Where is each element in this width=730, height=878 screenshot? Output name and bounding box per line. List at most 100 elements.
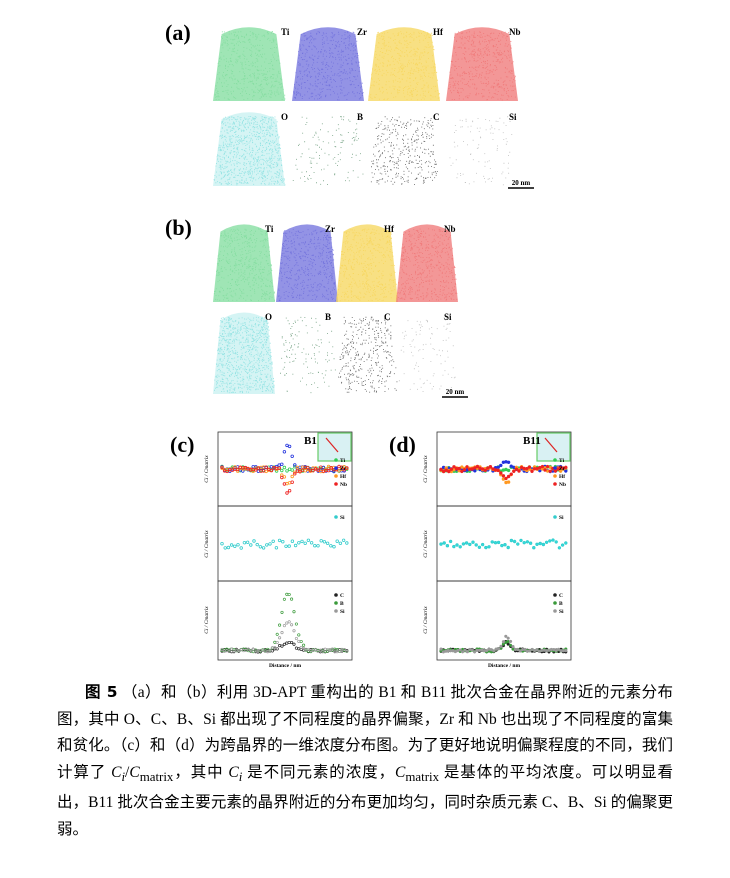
legend-marker <box>553 593 557 597</box>
caption-text: / <box>125 763 130 781</box>
profile-illustration <box>439 634 568 654</box>
sample-label: B11 <box>523 435 541 447</box>
inset-arrow <box>325 437 339 453</box>
reconstruction-volume <box>396 224 458 302</box>
legend-label: Ti <box>340 458 346 464</box>
legend-marker <box>553 466 557 470</box>
legend-label: Si <box>340 515 345 521</box>
legend-label: Zr <box>340 466 347 472</box>
caption-text: matrix <box>139 768 174 784</box>
legend-marker <box>553 609 557 613</box>
y-axis-label: Ci / Cmatrix <box>204 606 210 634</box>
caption-text: i <box>121 768 126 784</box>
legend-marker <box>334 466 338 470</box>
atom-speckle <box>213 116 286 186</box>
legend-marker <box>334 593 338 597</box>
caption-text: 是不同元素的浓度， <box>242 763 396 781</box>
label: C <box>384 312 391 322</box>
label: Nb <box>444 224 456 234</box>
label: Hf <box>433 27 444 37</box>
legend-marker <box>334 474 338 478</box>
caption-text: matrix <box>405 768 440 784</box>
legend-label: Hf <box>340 474 346 480</box>
atom-speckle <box>214 316 275 394</box>
atom-speckle <box>370 116 438 185</box>
label: C <box>433 112 440 122</box>
label: (c) <box>170 432 194 457</box>
atom-speckle <box>448 31 516 101</box>
caption-text: ，其中 <box>173 763 229 781</box>
legend-label: C <box>559 593 563 599</box>
legend-marker <box>553 601 557 605</box>
atom-speckle <box>368 31 440 101</box>
plot-frame <box>217 580 353 661</box>
label: (b) <box>165 215 192 240</box>
y-axis-label: Ci / Cmatrix <box>204 530 210 558</box>
legend-marker <box>553 515 557 519</box>
y-axis-label: Ci / Cmatrix <box>204 455 210 483</box>
legend-marker <box>553 482 557 486</box>
label: Zr <box>325 224 335 234</box>
legend-marker <box>334 458 338 462</box>
legend-label: C <box>340 593 344 599</box>
atom-speckle <box>336 228 398 302</box>
caption-text: C <box>111 763 122 781</box>
reconstruction-volume <box>276 313 338 394</box>
profile-illustration <box>220 620 349 654</box>
profile-illustration <box>220 464 349 495</box>
profile-illustration <box>220 592 349 654</box>
legend-label: B <box>559 601 563 607</box>
label: Si <box>509 112 517 122</box>
caption-text: C <box>129 763 140 781</box>
legend-marker <box>334 609 338 613</box>
legend-marker <box>334 515 338 519</box>
legend-label: Si <box>340 609 345 615</box>
label: Ti <box>281 27 290 37</box>
label: Si <box>444 312 452 322</box>
scale-bar-label: 20 nm <box>512 179 531 187</box>
caption-text: C <box>228 763 239 781</box>
reconstruction-volume <box>446 112 518 186</box>
label: Nb <box>509 27 521 37</box>
reconstruction-volume <box>368 27 440 101</box>
legend-marker <box>334 601 338 605</box>
scale-bar-label: 20 nm <box>446 388 465 396</box>
label: (d) <box>389 432 416 457</box>
legend-label: Nb <box>559 482 566 488</box>
caption-label: 图 5 <box>85 683 118 701</box>
reconstruction-volume <box>213 312 275 394</box>
atom-speckle <box>293 31 364 101</box>
label: O <box>281 112 288 122</box>
sample-label: B1 <box>304 435 317 447</box>
caption-text: C <box>395 763 406 781</box>
caption-text: i <box>238 768 243 784</box>
legend-label: Si <box>559 515 564 521</box>
legend-label: Si <box>559 609 564 615</box>
plot-frame <box>436 580 572 661</box>
x-axis-label: Distance / nm <box>269 663 302 669</box>
caption-text: 是基体的平均浓度。可以明显看出，B11 批次合金主要元素的晶界附近的分布更加均匀… <box>57 763 673 838</box>
caption-text: （a）和（b）利用 3D-APT 重构出的 B1 和 B11 批次合金在晶界附近… <box>57 684 674 781</box>
legend-label: Ti <box>559 458 565 464</box>
figure: (a) Ti O Zr B Hf C Nb Si 20 nm (b) Ti O Zr B Hf C Nb Si 20 … <box>165 20 572 669</box>
reconstruction-volume <box>336 313 398 394</box>
label: O <box>265 312 272 322</box>
legend-label: B <box>340 601 344 607</box>
y-axis-label: Ci / Cmatrix <box>423 530 429 558</box>
profile-illustration <box>439 538 568 550</box>
x-axis-label: Distance / nm <box>488 663 521 669</box>
legend-marker <box>334 482 338 486</box>
reconstruction-volume <box>396 313 458 394</box>
label: (a) <box>165 20 191 45</box>
label: Ti <box>265 224 274 234</box>
legend-label: Zr <box>559 466 566 472</box>
y-axis-label: Ci / Cmatrix <box>423 455 429 483</box>
legend-marker <box>553 474 557 478</box>
atom-speckle <box>213 228 275 302</box>
caption: 图 5 （a）和（b）利用 3D-APT 重构出的 B1 和 B11 批次合金在… <box>57 679 673 843</box>
label: Zr <box>357 27 367 37</box>
label: B <box>357 112 363 122</box>
reconstruction-volume <box>292 112 364 186</box>
reconstruction-volume <box>292 27 364 101</box>
